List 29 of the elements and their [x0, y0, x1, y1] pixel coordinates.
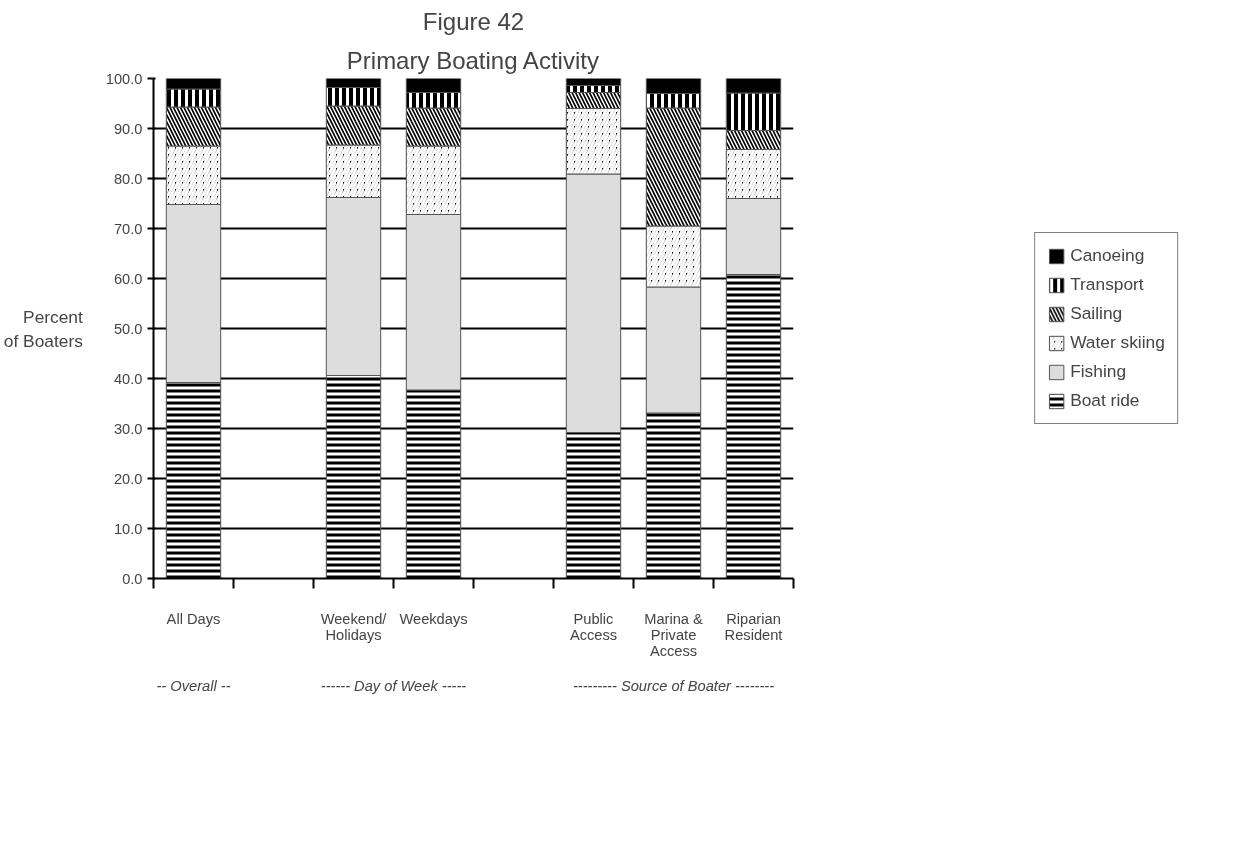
- text: ------ Day of Week -----: [320, 677, 467, 694]
- y-tick-label: 0.0: [122, 570, 143, 587]
- y-tick-label: 30.0: [113, 420, 143, 437]
- y-tick-label: 60.0: [113, 270, 143, 287]
- x-tick-label: Weekdays: [399, 610, 468, 627]
- y-tick-label: 50.0: [113, 320, 143, 337]
- y-tick-label: 20.0: [113, 470, 143, 487]
- legend-label: Sailing: [1070, 303, 1123, 324]
- legend-label: Boat ride: [1070, 390, 1140, 411]
- chart-subtitle: Primary Boating Activity: [346, 46, 599, 74]
- x-tick-label: Riparian Resident: [724, 610, 783, 643]
- y-tick-label: 100.0: [105, 70, 143, 87]
- legend-label: Transport: [1070, 274, 1144, 295]
- x-tick-label: Public Access: [569, 610, 618, 643]
- chart-title: Figure 42: [422, 7, 525, 35]
- text: --------- Source of Boater --------: [572, 677, 775, 694]
- y-tick-label: 90.0: [113, 120, 143, 137]
- legend-label: Fishing: [1070, 361, 1127, 382]
- y-tick-label: 10.0: [113, 520, 143, 537]
- legend-label: Canoeing: [1070, 245, 1145, 266]
- y-tick-label: 80.0: [113, 170, 143, 187]
- y-tick-label: 40.0: [113, 370, 143, 387]
- y-axis-title: Percent of Boaters: [3, 306, 84, 351]
- x-tick-label: All Days: [166, 610, 221, 627]
- text: -- Overall --: [156, 677, 231, 694]
- legend-label: Water skiing: [1070, 332, 1165, 353]
- x-tick-label: Marina & Private Access: [644, 610, 704, 659]
- y-tick-label: 70.0: [113, 220, 143, 237]
- x-tick-label: Weekend/ Holidays: [320, 610, 388, 643]
